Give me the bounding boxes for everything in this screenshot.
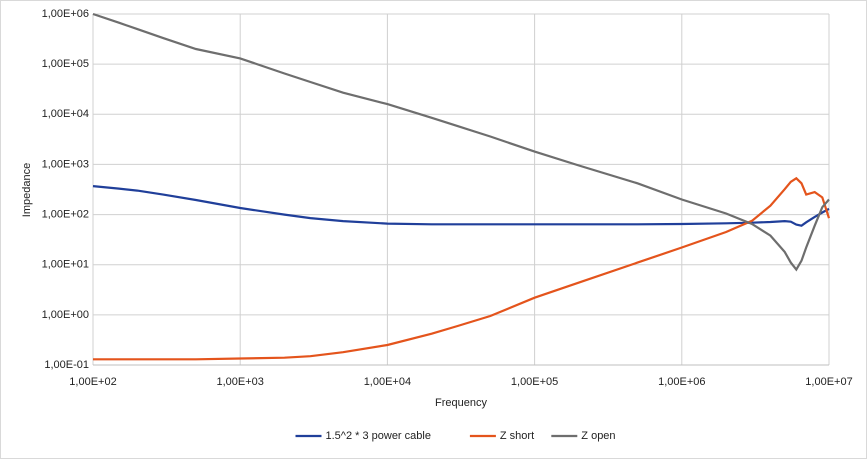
y-tick-label: 1,00E+02 — [42, 208, 89, 220]
x-tick-label: 1,00E+02 — [69, 376, 116, 388]
x-tick-label: 1,00E+06 — [658, 376, 705, 388]
y-tick-label: 1,00E+00 — [42, 309, 89, 321]
x-tick-label: 1,00E+03 — [216, 376, 263, 388]
legend-label: Z short — [500, 430, 534, 442]
y-tick-label: 1,00E+05 — [42, 58, 89, 70]
y-tick-label: 1,00E+03 — [42, 158, 89, 170]
data-line — [92, 185, 830, 227]
x-tick-label: 1,00E+04 — [364, 376, 411, 388]
x-tick-label: 1,00E+05 — [511, 376, 558, 388]
y-tick-label: 1,00E+04 — [42, 108, 89, 120]
x-tick-label: 1,00E+07 — [805, 376, 852, 388]
y-tick-label: 1,00E+06 — [42, 8, 89, 20]
data-line — [92, 12, 830, 272]
y-tick-label: 1,00E-01 — [44, 359, 89, 371]
legend-label: Z open — [581, 430, 615, 442]
y-axis-label: Impedance — [21, 163, 33, 217]
y-tick-label: 1,00E+01 — [42, 259, 89, 271]
legend-label: 1.5^2 * 3 power cable — [326, 430, 431, 442]
x-axis-label: Frequency — [435, 397, 487, 409]
data-line — [93, 176, 831, 361]
